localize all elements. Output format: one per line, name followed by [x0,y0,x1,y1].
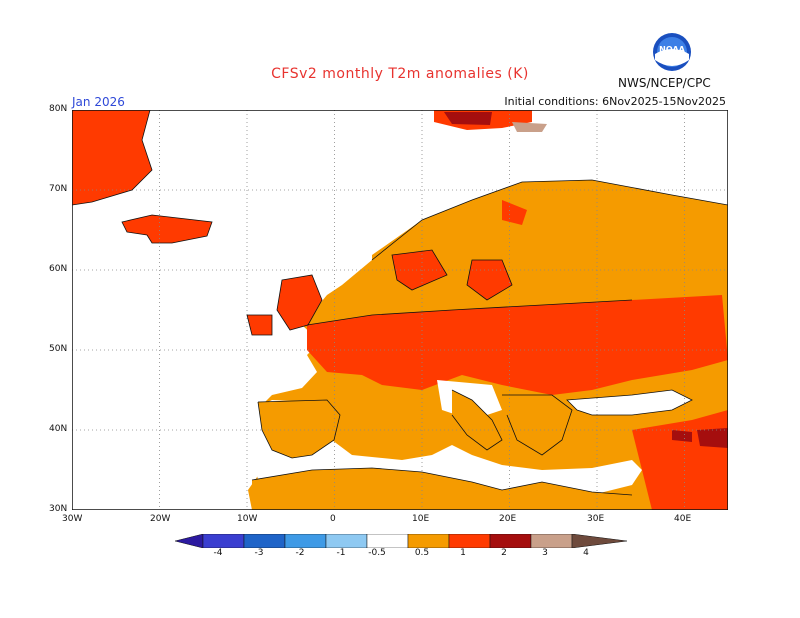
colorbar-label: 2 [501,548,507,558]
colorbar-label: -3 [254,548,264,558]
lon-label: 0 [330,514,336,524]
colorbar-label: 3 [542,548,548,558]
lat-label: 30N [49,504,68,514]
coastlines [72,110,728,496]
lon-label: 40E [674,514,692,524]
graticule [72,110,728,510]
noaa-logo-icon: NOAA [653,33,691,71]
colorbar-label: -4 [213,548,223,558]
svg-text:NOAA: NOAA [659,45,685,54]
colorbar-label: -2 [295,548,305,558]
lon-label: 20E [499,514,517,524]
forecast-month: Jan 2026 [72,95,125,109]
lon-label: 10W [237,514,258,524]
lat-label: 60N [49,264,68,274]
colorbar-label: 1 [460,548,466,558]
colorbar-label: -0.5 [368,548,386,558]
agency-label: NWS/NCEP/CPC [618,76,711,90]
lat-label: 70N [49,184,68,194]
colorbar-label: 4 [583,548,589,558]
lat-label: 80N [49,104,68,114]
initial-conditions: Initial conditions: 6Nov2025-15Nov2025 [504,95,726,108]
lon-label: 20W [150,514,171,524]
anomaly-map [72,110,728,510]
lon-label: 10E [412,514,430,524]
lon-label: 30E [587,514,605,524]
lon-label: 30W [62,514,83,524]
colorbar-label: 0.5 [414,548,430,558]
lat-label: 40N [49,424,68,434]
colorbar [175,534,627,548]
lat-label: 50N [49,344,68,354]
colorbar-label: -1 [336,548,346,558]
map-title: CFSv2 monthly T2m anomalies (K) [271,66,529,82]
anomaly-shading [72,110,728,510]
